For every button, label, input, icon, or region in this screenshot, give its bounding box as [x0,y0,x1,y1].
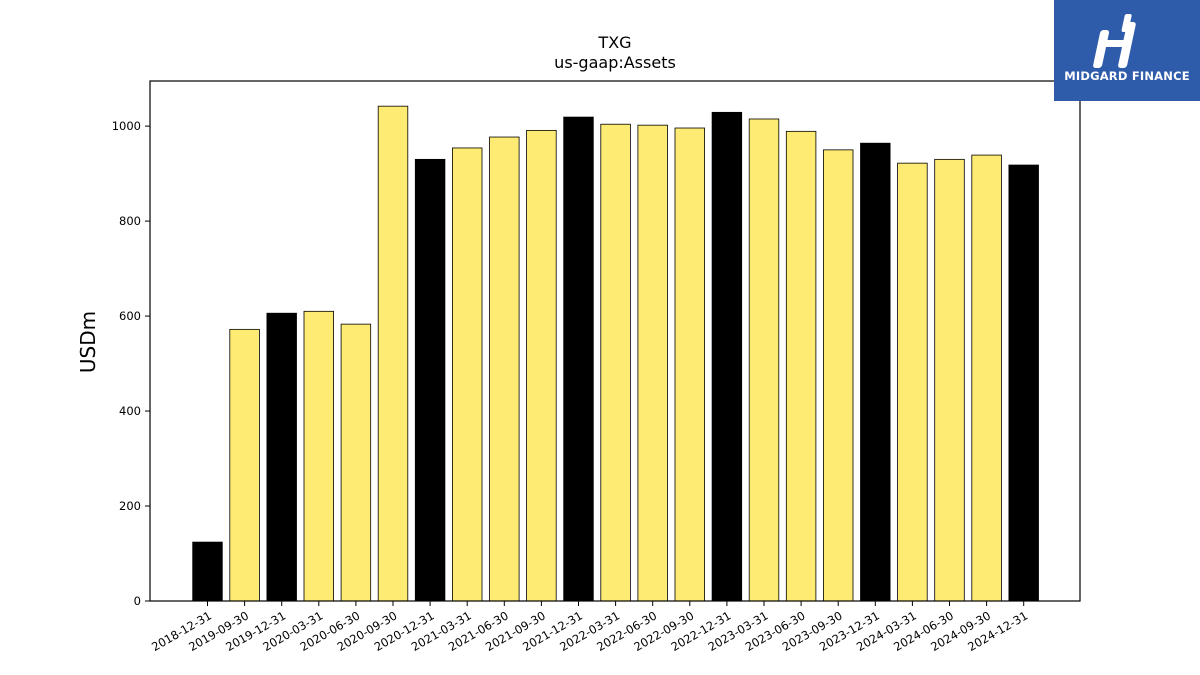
brand-logo: MIDGARD FINANCE [1054,0,1200,101]
y-tick-label: 1000 [112,119,141,133]
y-axis-label: USDm [76,311,100,373]
chart-title: TXG [597,33,631,52]
bar-2024-09-30 [971,154,1002,602]
y-tick-label: 600 [119,309,141,323]
bar-2024-12-31 [1008,164,1039,602]
bar-2022-12-31 [711,111,743,602]
bars-group [192,105,1039,602]
y-ticks-group: 0 200 400 600 800 1000 [112,119,150,608]
bar-2022-09-30 [674,127,706,602]
bar-2020-06-30 [340,323,372,602]
bar-2021-03-31 [451,147,483,602]
bar-2024-03-31 [897,162,928,602]
y-tick-label: 800 [119,214,141,228]
bar-2022-06-30 [637,124,668,602]
brand-name: MIDGARD FINANCE [1064,69,1190,83]
bar-2021-12-31 [563,116,594,602]
bar-2019-12-31 [266,312,297,602]
bar-2023-06-30 [785,130,817,602]
brand-mark-icon [1093,14,1136,68]
bar-2023-09-30 [823,149,854,602]
bar-2022-03-31 [600,123,631,602]
bar-2020-09-30 [377,105,409,602]
bar-2023-12-31 [860,142,891,602]
x-ticks-group: 2018-12-312019-09-302019-12-312020-03-31… [149,601,1030,654]
y-tick-label: 0 [134,594,141,608]
y-tick-label: 200 [119,499,141,513]
plot-frame [149,80,1081,602]
bar-2021-06-30 [489,136,520,602]
bar-2018-12-31 [192,541,223,602]
bar-2019-09-30 [229,328,260,602]
bar-2024-06-30 [934,158,965,602]
bar-2023-03-31 [748,118,780,602]
bar-2021-09-30 [526,129,557,602]
bar-2020-12-31 [414,158,446,602]
y-tick-label: 400 [119,404,141,418]
bar-2020-03-31 [303,310,335,602]
chart-subtitle: us-gaap:Assets [554,53,676,72]
